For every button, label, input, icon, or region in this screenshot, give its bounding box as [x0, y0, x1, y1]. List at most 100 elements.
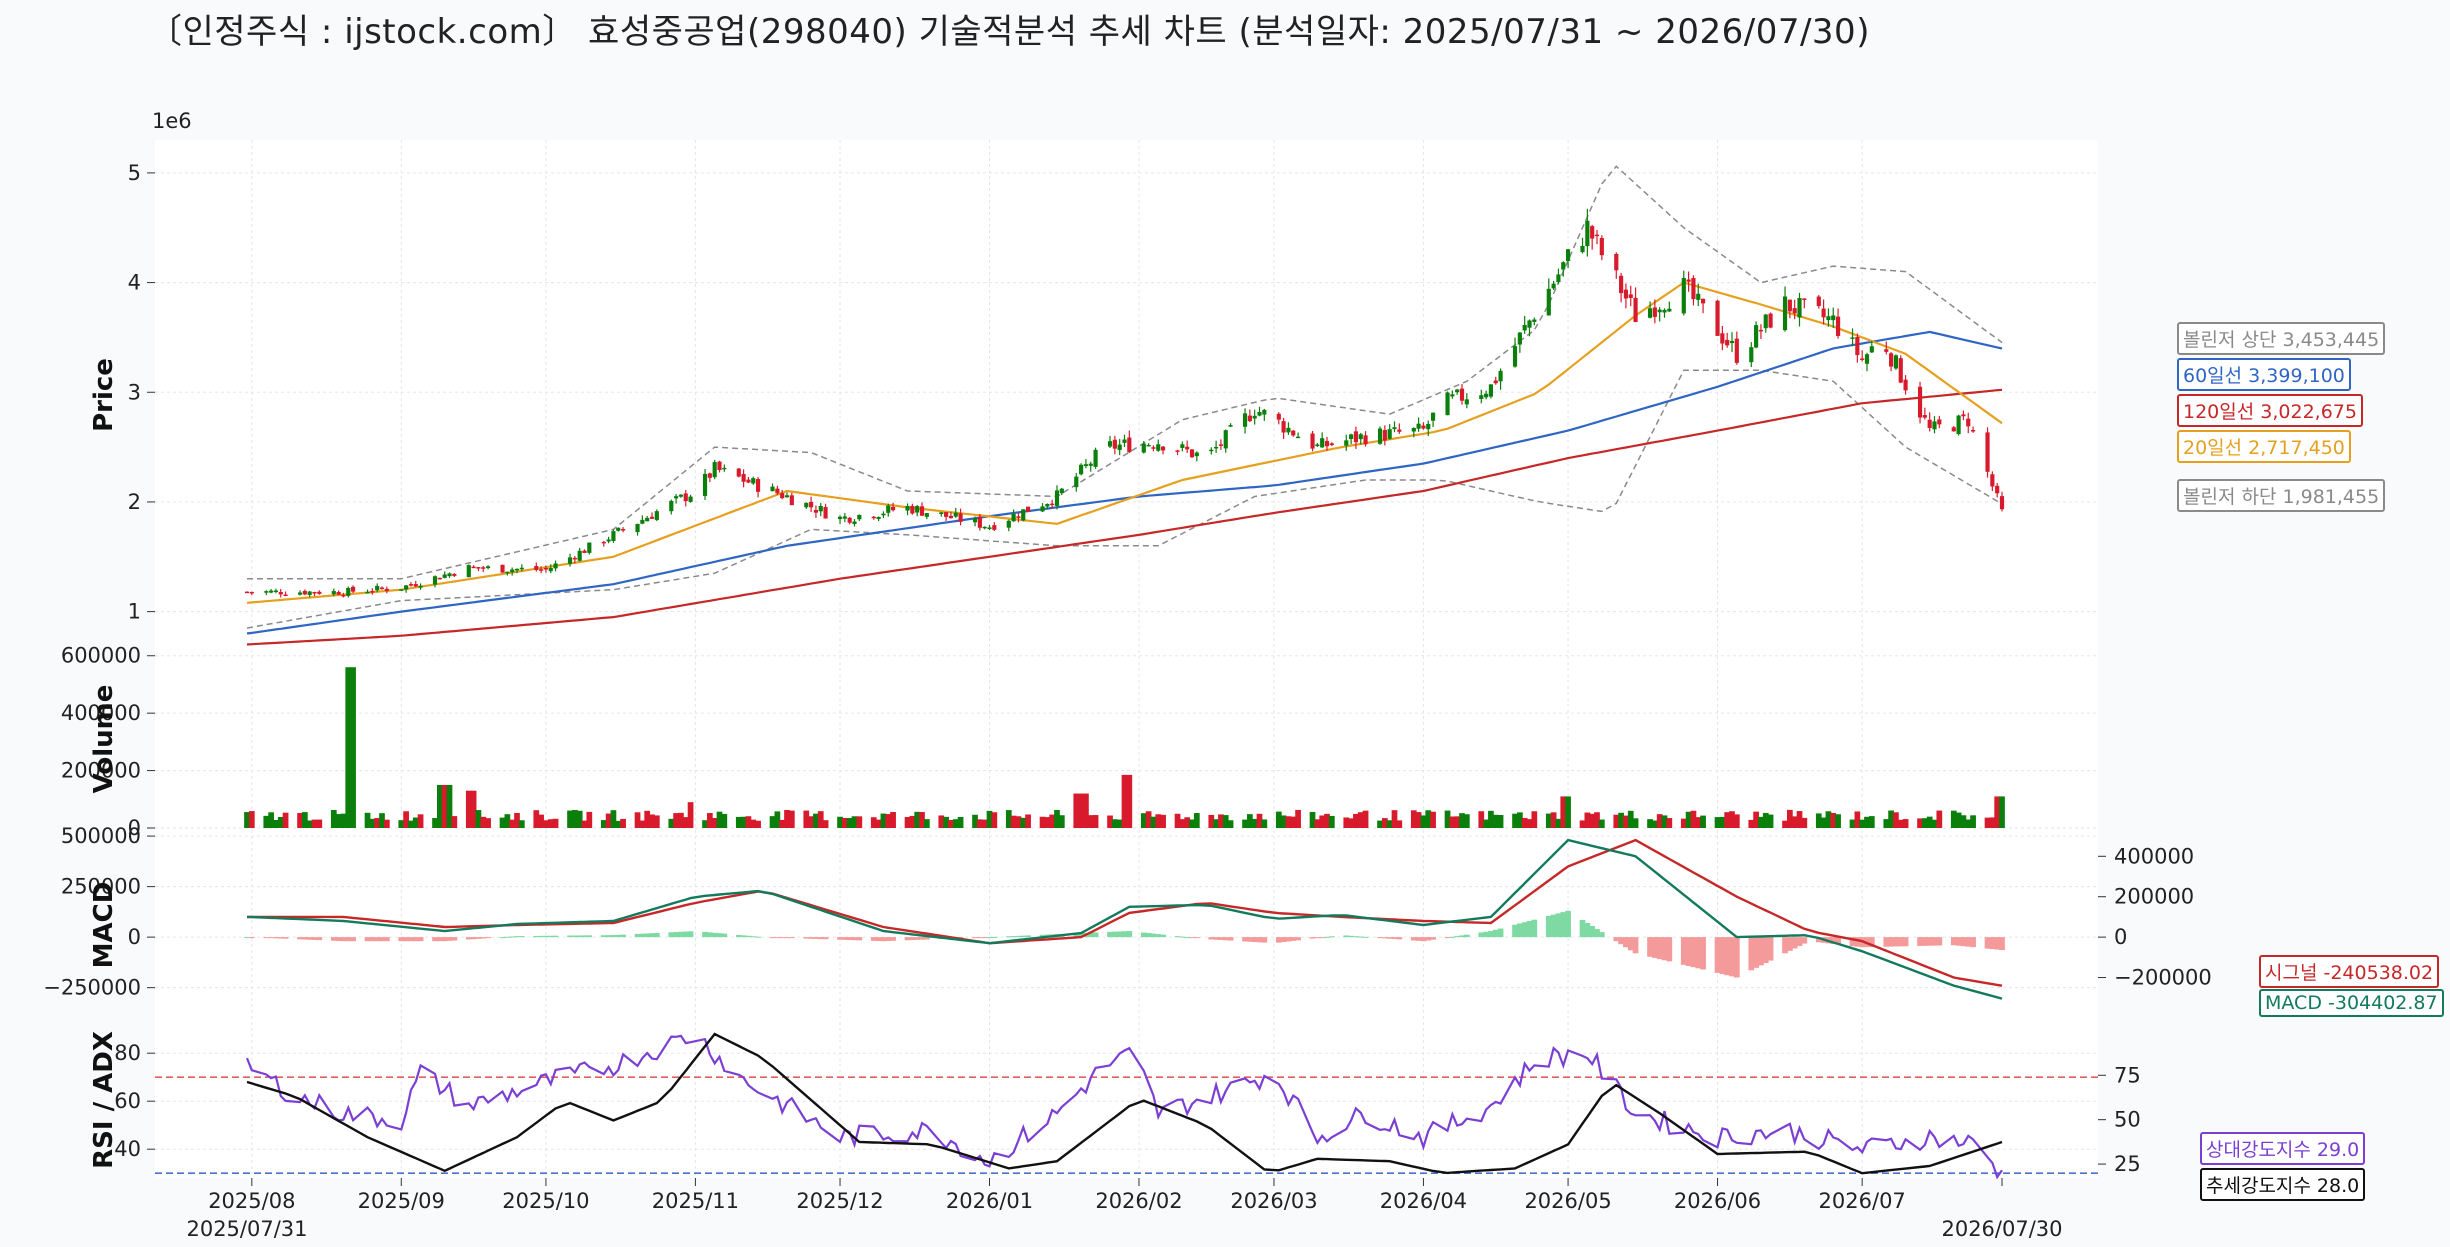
- volume-bar: [1449, 816, 1456, 828]
- price-ytick: 5: [128, 161, 141, 185]
- macd-hist-bar: [808, 937, 814, 939]
- volume-bar: [1999, 796, 2005, 828]
- macd-hist-bar: [1410, 937, 1417, 941]
- volume-bar: [248, 811, 255, 828]
- volume-bar: [1584, 812, 1591, 828]
- volume-bar: [369, 818, 376, 828]
- volume-bar: [1314, 819, 1321, 828]
- macd-hist-bar: [875, 937, 882, 942]
- candle-body: [577, 550, 582, 561]
- macd-hist-bar: [639, 933, 646, 938]
- candle-body: [1758, 329, 1764, 332]
- macd-hist-bar: [379, 937, 385, 942]
- candle-body: [341, 594, 346, 597]
- macd-hist-bar: [923, 937, 930, 940]
- volume-bar: [1150, 816, 1157, 828]
- candle-body: [331, 591, 336, 595]
- volume-bar: [273, 819, 279, 828]
- candle-body: [707, 473, 712, 478]
- volume-bar: [1353, 813, 1359, 828]
- candle-body: [784, 495, 790, 498]
- macd-ytick-right: 0: [2114, 925, 2127, 949]
- candle-body: [1999, 496, 2005, 510]
- candle-body: [1619, 275, 1624, 294]
- candle-body: [1937, 419, 1942, 425]
- macd-hist-bar: [837, 937, 843, 940]
- candle-body: [1276, 413, 1281, 420]
- macd-hist-bar: [1627, 937, 1634, 951]
- volume-bar: [981, 819, 988, 828]
- macd-hist-bar: [277, 937, 284, 939]
- candle-body: [278, 592, 283, 595]
- candle-body: [1985, 432, 1990, 472]
- macd-hist-bar: [735, 934, 742, 938]
- macd-hist-bar: [1965, 937, 1972, 947]
- macd-hist-bar: [1598, 932, 1605, 938]
- macd-hist-bar: [408, 937, 414, 942]
- candle-body: [1647, 308, 1653, 318]
- candle-body: [1594, 234, 1600, 237]
- macd-hist-bar: [1111, 931, 1118, 938]
- macd-hist-bar: [1140, 932, 1147, 938]
- candle-body: [413, 584, 418, 587]
- macd-hist-bar: [1700, 937, 1706, 970]
- volume-bar: [1492, 814, 1499, 828]
- volume-bar: [1661, 815, 1668, 828]
- candle-body: [1050, 503, 1055, 506]
- volume-bar: [1835, 814, 1841, 828]
- volume-bar: [851, 816, 858, 828]
- volume-bar: [1545, 813, 1552, 828]
- candle-body: [1932, 421, 1937, 430]
- volume-bar: [543, 820, 549, 828]
- macd-hist-bar: [1589, 926, 1596, 938]
- volume-bar: [306, 820, 313, 828]
- candle-body: [514, 568, 520, 571]
- macd-hist-bar: [316, 937, 323, 941]
- candle-body: [1324, 440, 1330, 447]
- candle-body: [1122, 439, 1127, 443]
- macd-hist-bar: [1950, 937, 1957, 946]
- x-tick-label: 2026/06: [1674, 1189, 1761, 1213]
- volume-bar: [1111, 819, 1118, 828]
- volume-bar: [919, 811, 925, 828]
- candle-body: [813, 509, 819, 513]
- candle-body: [1484, 393, 1489, 398]
- volume-bar: [340, 813, 347, 828]
- volume-bar: [706, 813, 713, 828]
- candle-body: [447, 573, 452, 577]
- macd-hist-bar: [1362, 936, 1369, 938]
- candle-body: [404, 585, 409, 590]
- macd-hist-bar: [1184, 937, 1191, 939]
- candle-body: [1498, 370, 1503, 382]
- candle-body: [269, 590, 274, 593]
- macd-hist-bar: [1357, 936, 1364, 938]
- price-ytick: 4: [128, 271, 141, 295]
- candle-body: [1889, 353, 1894, 367]
- volume-bar: [1820, 817, 1827, 828]
- candle-body: [876, 516, 881, 520]
- candle-body: [1580, 245, 1585, 253]
- macd-hist-bar: [1478, 932, 1485, 938]
- candle-body: [1782, 296, 1788, 331]
- macd-hist-bar: [634, 933, 641, 938]
- volume-bar: [1189, 819, 1195, 828]
- candle-body: [958, 513, 963, 522]
- macd-hist-bar: [1748, 937, 1755, 971]
- panel-bg-price: [155, 140, 2098, 650]
- volume-bar: [1680, 818, 1687, 828]
- macd-hist-bar: [1647, 937, 1653, 957]
- macd-hist-bar: [297, 937, 303, 940]
- candle-body: [712, 462, 717, 478]
- candle-body: [1286, 427, 1291, 433]
- candle-body: [1898, 358, 1903, 383]
- macd-hist-bar: [1767, 937, 1774, 961]
- volume-bar: [1145, 811, 1152, 828]
- macd-hist-bar: [721, 933, 728, 938]
- volume-ytick: 400000: [61, 701, 141, 725]
- macd-hist-bar: [1010, 936, 1017, 938]
- macd-ylabel: MACD: [89, 882, 119, 969]
- volume-bar: [1719, 816, 1726, 828]
- volume-bar: [957, 816, 964, 828]
- label-ma20: 20일선 2,717,450: [2177, 430, 2351, 463]
- macd-hist-bar: [1391, 937, 1398, 940]
